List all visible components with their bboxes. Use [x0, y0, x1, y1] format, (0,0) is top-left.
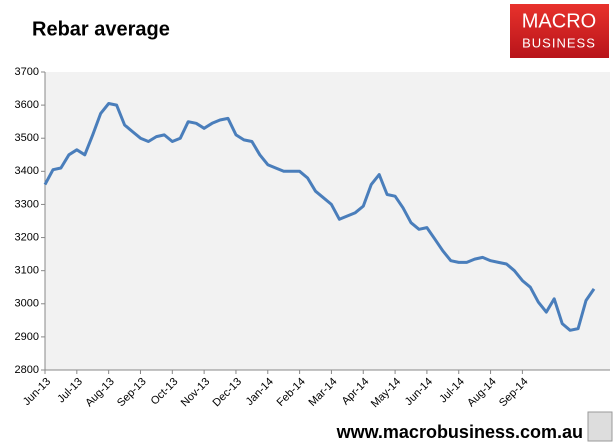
y-tick-label: 2900: [15, 331, 39, 343]
line-series: [43, 102, 596, 332]
y-tick-label: 3100: [15, 265, 39, 277]
chart-title: Rebar average: [32, 18, 170, 40]
y-tick-label: 3400: [15, 165, 39, 177]
logo-text: BUSINESS: [522, 35, 596, 50]
logo-box: [510, 4, 609, 58]
y-tick-label: 2800: [15, 364, 39, 376]
y-tick-label: 3000: [15, 298, 39, 310]
wolf-icon: [587, 411, 613, 442]
plot-area: [45, 72, 610, 370]
y-tick-label: 3300: [15, 198, 39, 210]
y-tick-label: 3600: [15, 99, 39, 111]
y-tick-label: 3200: [15, 231, 39, 243]
footer: www.macrobusiness.com.au: [336, 422, 583, 442]
logo-text: MACRO: [522, 10, 596, 32]
y-tick-label: 3700: [15, 66, 39, 78]
y-tick-label: 3500: [15, 132, 39, 144]
